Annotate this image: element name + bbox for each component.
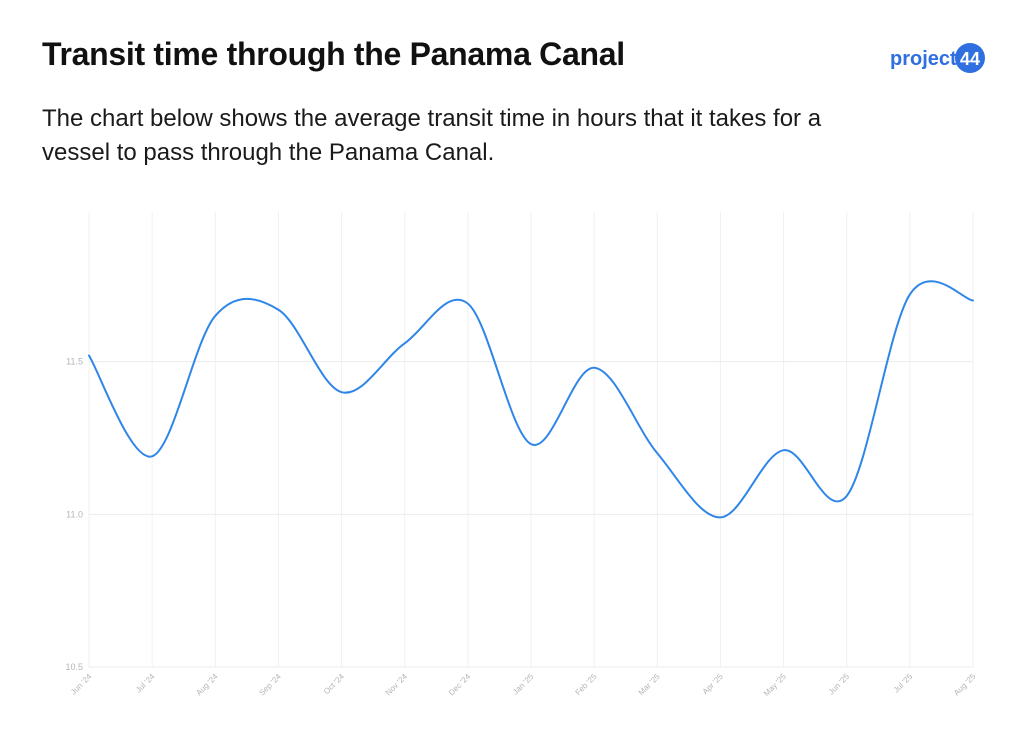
x-tick-label: Jun '24 (69, 672, 94, 697)
x-tick-label: Aug '24 (194, 672, 220, 698)
y-tick-label: 11.0 (66, 509, 83, 519)
x-tick-label: Jul '25 (892, 672, 915, 695)
x-tick-label: Jun '25 (827, 672, 852, 697)
x-tick-label: May '25 (762, 672, 788, 698)
x-tick-label: Oct '24 (322, 672, 346, 696)
logo-wordmark: project (890, 48, 957, 70)
logo-number: 44 (960, 49, 980, 69)
x-tick-label: Sep '24 (257, 672, 283, 698)
x-tick-label: Dec '24 (447, 672, 473, 698)
logo-badge-icon (955, 43, 985, 73)
page-subtitle: The chart below shows the average transi… (42, 105, 822, 166)
x-tick-label: Jul '24 (134, 672, 157, 695)
transit-time-series-line (88, 280, 974, 519)
x-tick-label: Feb '25 (573, 672, 598, 697)
x-tick-label: Apr '25 (701, 672, 726, 697)
y-tick-label: 11.5 (66, 357, 83, 367)
project44-logo: project 44 (890, 43, 985, 73)
x-tick-label: Jan '25 (511, 672, 536, 697)
x-tick-label: Aug '25 (952, 672, 978, 698)
x-tick-label: Mar '25 (637, 672, 662, 697)
page-title: Transit time through the Panama Canal (42, 36, 625, 72)
y-tick-label: 10.5 (65, 662, 83, 672)
x-tick-label: Nov '24 (384, 672, 410, 698)
